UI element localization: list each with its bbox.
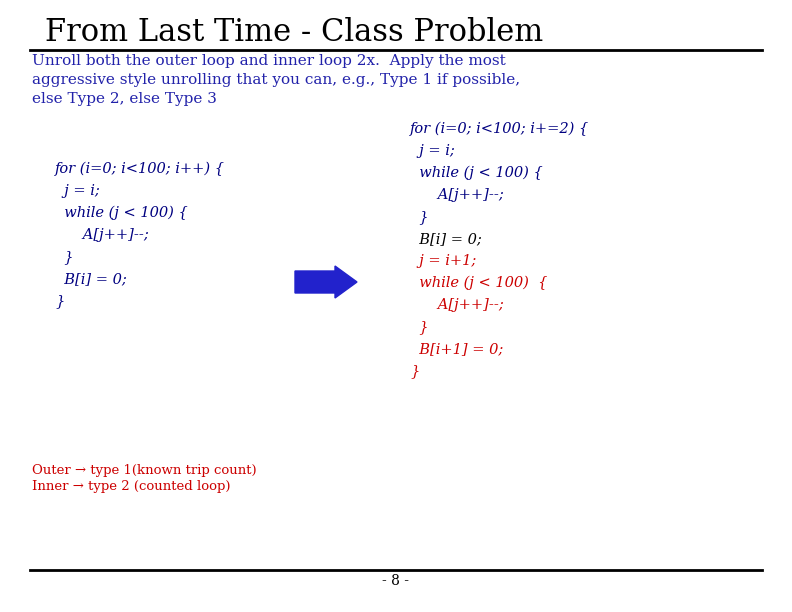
FancyArrow shape [295,266,357,298]
Text: A[j++]--;: A[j++]--; [410,188,504,202]
Text: B[i+1] = 0;: B[i+1] = 0; [410,342,503,356]
Text: B[i] = 0;: B[i] = 0; [410,232,482,246]
Text: for (i=0; i<100; i+=2) {: for (i=0; i<100; i+=2) { [410,122,589,136]
Text: Inner → type 2 (counted loop): Inner → type 2 (counted loop) [32,480,230,493]
Text: }: } [55,250,74,264]
Text: A[j++]--;: A[j++]--; [55,228,149,242]
Text: j = i;: j = i; [55,184,100,198]
Text: j = i;: j = i; [410,144,455,158]
Text: }: } [410,320,428,334]
Text: A[j++]--;: A[j++]--; [410,298,504,312]
Text: }: } [55,294,64,308]
Text: while (j < 100) {: while (j < 100) { [410,166,543,181]
Text: }: } [410,364,419,378]
Text: for (i=0; i<100; i++) {: for (i=0; i<100; i++) { [55,162,225,176]
Text: - 8 -: - 8 - [383,574,409,588]
Text: From Last Time - Class Problem: From Last Time - Class Problem [45,17,543,48]
Text: }: } [410,210,428,224]
Text: Outer → type 1(known trip count): Outer → type 1(known trip count) [32,464,257,477]
Text: j = i+1;: j = i+1; [410,254,476,268]
Text: while (j < 100)  {: while (j < 100) { [410,276,547,290]
Text: B[i] = 0;: B[i] = 0; [55,272,127,286]
Text: Unroll both the outer loop and inner loop 2x.  Apply the most
aggressive style u: Unroll both the outer loop and inner loo… [32,54,520,106]
Text: while (j < 100) {: while (j < 100) { [55,206,188,220]
